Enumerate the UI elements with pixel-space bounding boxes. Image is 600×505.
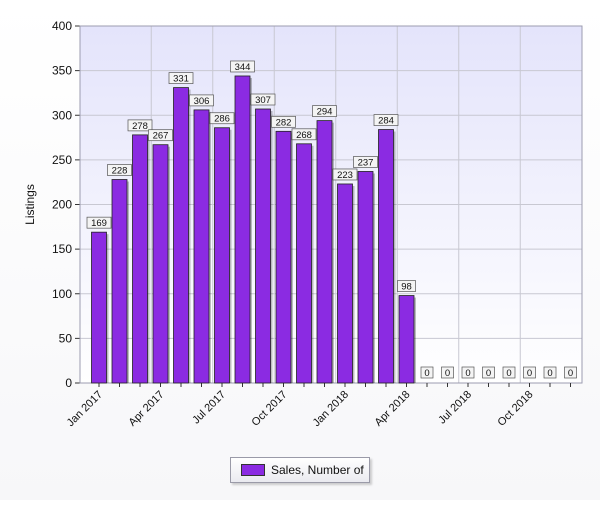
- data-label: 0: [568, 368, 573, 379]
- data-label: 228: [112, 166, 128, 177]
- x-tick-label: Oct 2018: [496, 389, 536, 429]
- data-label: 306: [194, 96, 210, 107]
- data-label-box: [107, 164, 132, 176]
- data-label: 237: [358, 157, 374, 168]
- y-tick-label: 0: [65, 376, 72, 390]
- data-label: 169: [91, 218, 107, 229]
- y-tick-label: 400: [52, 19, 72, 33]
- x-tick-label: Apr 2018: [373, 389, 413, 429]
- data-label-box: [523, 366, 536, 379]
- data-label-box: [86, 216, 112, 229]
- bar: [132, 134, 148, 384]
- data-label-box: [397, 280, 416, 292]
- data-label: 223: [337, 170, 353, 181]
- data-label: 278: [132, 121, 148, 132]
- bar: [152, 144, 169, 384]
- x-tick-label: Jan 2017: [65, 389, 105, 429]
- data-label: 286: [214, 114, 230, 125]
- y-tick-label: 250: [52, 153, 72, 167]
- data-label: 282: [276, 117, 292, 128]
- bar: [255, 108, 271, 384]
- data-label: 284: [378, 116, 394, 127]
- x-tick-label: Oct 2017: [250, 389, 290, 429]
- data-label-box: [291, 128, 317, 141]
- data-label: 0: [445, 368, 450, 379]
- y-tick-label: 100: [52, 287, 72, 301]
- bar: [378, 129, 394, 384]
- bar: [316, 120, 333, 384]
- legend-swatch: [241, 464, 265, 476]
- legend: Sales, Number of: [230, 457, 370, 483]
- bar: [296, 143, 312, 384]
- data-label-box: [168, 72, 194, 84]
- data-label-box: [502, 366, 516, 379]
- data-label-box: [564, 366, 577, 379]
- data-label: 307: [255, 95, 271, 106]
- data-label-box: [373, 114, 399, 126]
- bar: [193, 109, 210, 384]
- data-label: 331: [173, 74, 189, 85]
- data-label-box: [353, 156, 378, 168]
- bar: [275, 130, 292, 384]
- data-label-box: [461, 366, 475, 379]
- data-label: 0: [465, 368, 470, 379]
- data-labels: 169 228 278 267 331 306 286 344 307 282 268 294 223 2…: [86, 60, 577, 379]
- bar: [111, 179, 128, 384]
- bar: [337, 183, 353, 384]
- data-label-box: [127, 119, 153, 132]
- data-label: 344: [235, 62, 251, 73]
- data-label: 0: [506, 368, 511, 379]
- bar: [91, 231, 107, 384]
- y-axis-title: Listings: [23, 184, 37, 225]
- data-label-box: [148, 129, 173, 142]
- data-label-box: [230, 60, 255, 73]
- data-label: 0: [527, 368, 532, 379]
- data-label-box: [482, 366, 495, 379]
- y-tick-label: 200: [52, 198, 72, 212]
- x-tick-label: Jul 2018: [436, 389, 474, 427]
- data-label-box: [420, 366, 434, 379]
- bar: [173, 87, 189, 384]
- data-label: 0: [424, 368, 429, 379]
- legend-label: Sales, Number of: [271, 463, 364, 477]
- data-label-box: [543, 366, 557, 379]
- bar: [234, 75, 251, 384]
- y-tick-label: 300: [52, 108, 72, 122]
- data-label-box: [271, 115, 296, 128]
- data-label-box: [332, 168, 358, 181]
- y-tick-label: 350: [52, 64, 72, 78]
- y-tick-label: 150: [52, 242, 72, 256]
- data-label-box: [250, 93, 276, 106]
- data-label: 98: [401, 282, 412, 293]
- y-tick-label: 50: [59, 331, 73, 345]
- x-tick-label: Jul 2017: [190, 389, 228, 427]
- data-label: 0: [547, 368, 552, 379]
- data-label: 268: [296, 130, 312, 141]
- x-tick-label: Apr 2017: [127, 389, 167, 429]
- data-label-box: [189, 94, 214, 107]
- data-label-box: [441, 366, 454, 379]
- bar: [214, 127, 230, 384]
- data-label: 294: [317, 107, 333, 118]
- bar: [398, 295, 415, 384]
- bar: [357, 171, 374, 384]
- x-tick-label: Jan 2018: [311, 389, 351, 429]
- data-label: 267: [153, 131, 169, 142]
- data-label: 0: [486, 368, 491, 379]
- data-label-box: [209, 112, 235, 125]
- bar-series: [91, 75, 416, 384]
- data-label-box: [312, 105, 337, 117]
